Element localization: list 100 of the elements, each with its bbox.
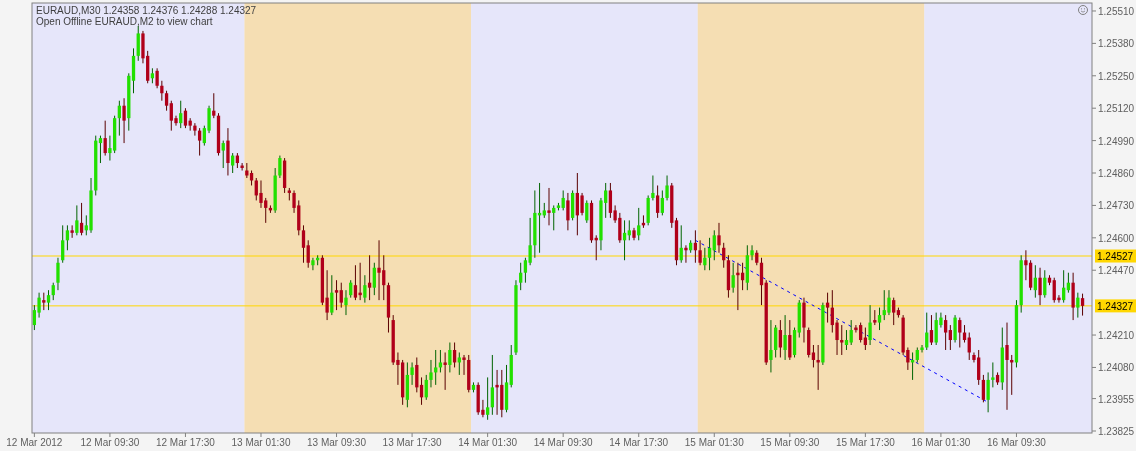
candlestick (655, 184, 660, 219)
x-tick-label: 13 Mar 17:30 (382, 437, 442, 448)
candlestick (981, 374, 986, 403)
candlestick (868, 304, 872, 346)
candlestick (684, 244, 688, 264)
candlestick (485, 376, 490, 421)
y-tick-label: 1.24990 (1098, 135, 1135, 147)
candlestick (363, 274, 367, 304)
candlestick (1080, 293, 1085, 317)
candlestick (712, 229, 716, 261)
candlestick (943, 314, 948, 351)
candlestick (193, 122, 197, 137)
candlestick (547, 187, 551, 226)
x-tick-label: 14 Mar 09:30 (533, 437, 594, 448)
x-tick-label: 13 Mar 01:30 (231, 437, 291, 448)
candlestick (429, 359, 433, 388)
x-tick-label: 14 Mar 01:30 (458, 437, 518, 448)
x-tick-label: 15 Mar 17:30 (835, 437, 896, 448)
candlestick (443, 351, 447, 391)
x-tick-label: 12 Mar 17:30 (155, 437, 216, 448)
candlestick (920, 344, 924, 353)
candlestick (811, 344, 816, 368)
candlestick (844, 329, 849, 351)
candlestick (877, 307, 882, 331)
candlestick (580, 192, 584, 216)
candlestick (858, 322, 863, 344)
y-tick-label: 1.24470 (1098, 265, 1135, 277)
candlestick (164, 90, 169, 112)
candlestick (457, 351, 461, 376)
x-tick-label: 16 Mar 01:30 (911, 437, 971, 448)
candlestick (750, 244, 754, 261)
y-tick-label: 1.24600 (1098, 232, 1135, 244)
candlestick (849, 319, 853, 346)
candlestick (367, 254, 372, 301)
candlestick (462, 354, 466, 376)
candlestick (736, 262, 740, 311)
candlestick (953, 314, 957, 344)
candlestick (136, 25, 140, 62)
x-tick-label: 15 Mar 01:30 (684, 437, 745, 448)
candlestick (330, 274, 334, 316)
ref-line-label: 1.24327 (1097, 300, 1134, 312)
candlestick (103, 120, 107, 157)
y-tick-label: 1.25510 (1098, 5, 1135, 17)
candlestick (627, 219, 631, 241)
candlestick (566, 192, 570, 231)
ref-line-label: 1.24527 (1097, 251, 1134, 263)
candlestick (311, 257, 315, 271)
candlestick (892, 297, 896, 326)
candlestick (344, 289, 348, 316)
x-tick-label: 12 Mar 2012 (6, 437, 63, 448)
candlestick (65, 224, 70, 251)
candlestick (240, 162, 244, 172)
candlestick (221, 140, 225, 169)
candlestick (986, 371, 990, 413)
candlestick (306, 239, 310, 269)
y-tick-label: 1.23825 (1098, 426, 1135, 438)
candlestick (434, 349, 438, 386)
candlestick (197, 127, 202, 157)
y-tick-label: 1.23955 (1098, 393, 1135, 405)
candlestick (490, 354, 495, 416)
candlestick (226, 127, 230, 176)
candlestick (301, 224, 306, 264)
candlestick (372, 262, 376, 296)
candlestick (769, 319, 773, 373)
chart-title: EURAUD,M30 1.24358 1.24376 1.24288 1.24327 (36, 5, 257, 16)
candlestick (278, 155, 282, 179)
candlestick (231, 152, 235, 174)
candlestick (816, 344, 820, 391)
candlestick (353, 264, 358, 301)
x-tick-label: 12 Mar 09:30 (80, 437, 140, 448)
y-tick-label: 1.24860 (1098, 168, 1135, 180)
candlestick (561, 189, 565, 211)
candlestick (46, 289, 51, 311)
candlestick (98, 135, 103, 164)
candlestick (958, 317, 962, 348)
candlestick (651, 175, 655, 201)
candlestick (410, 361, 414, 386)
x-tick-label: 14 Mar 17:30 (609, 437, 669, 448)
annotation: Open Offline EURAUD,M2 to view chart (36, 16, 213, 27)
x-tick-label: 13 Mar 09:30 (307, 437, 367, 448)
candlestick (552, 204, 556, 231)
candlestick (377, 239, 381, 301)
candlestick (79, 202, 84, 236)
candlestick (75, 204, 79, 236)
y-tick-label: 1.25120 (1098, 103, 1135, 115)
candlestick (929, 314, 934, 346)
candlestick (179, 100, 183, 129)
candlestick (212, 92, 216, 119)
candlestick (495, 369, 499, 416)
y-tick-label: 1.24210 (1098, 330, 1135, 342)
candlestick (358, 262, 362, 301)
candlestick (334, 279, 339, 311)
candlestick (948, 324, 952, 351)
y-tick-label: 1.25250 (1098, 70, 1135, 82)
candlestick (840, 324, 844, 356)
candlestick (438, 349, 443, 373)
candlestick (608, 182, 613, 219)
x-tick-label: 16 Mar 09:30 (986, 437, 1047, 448)
candlestick (259, 179, 263, 209)
candlestick (825, 292, 830, 324)
